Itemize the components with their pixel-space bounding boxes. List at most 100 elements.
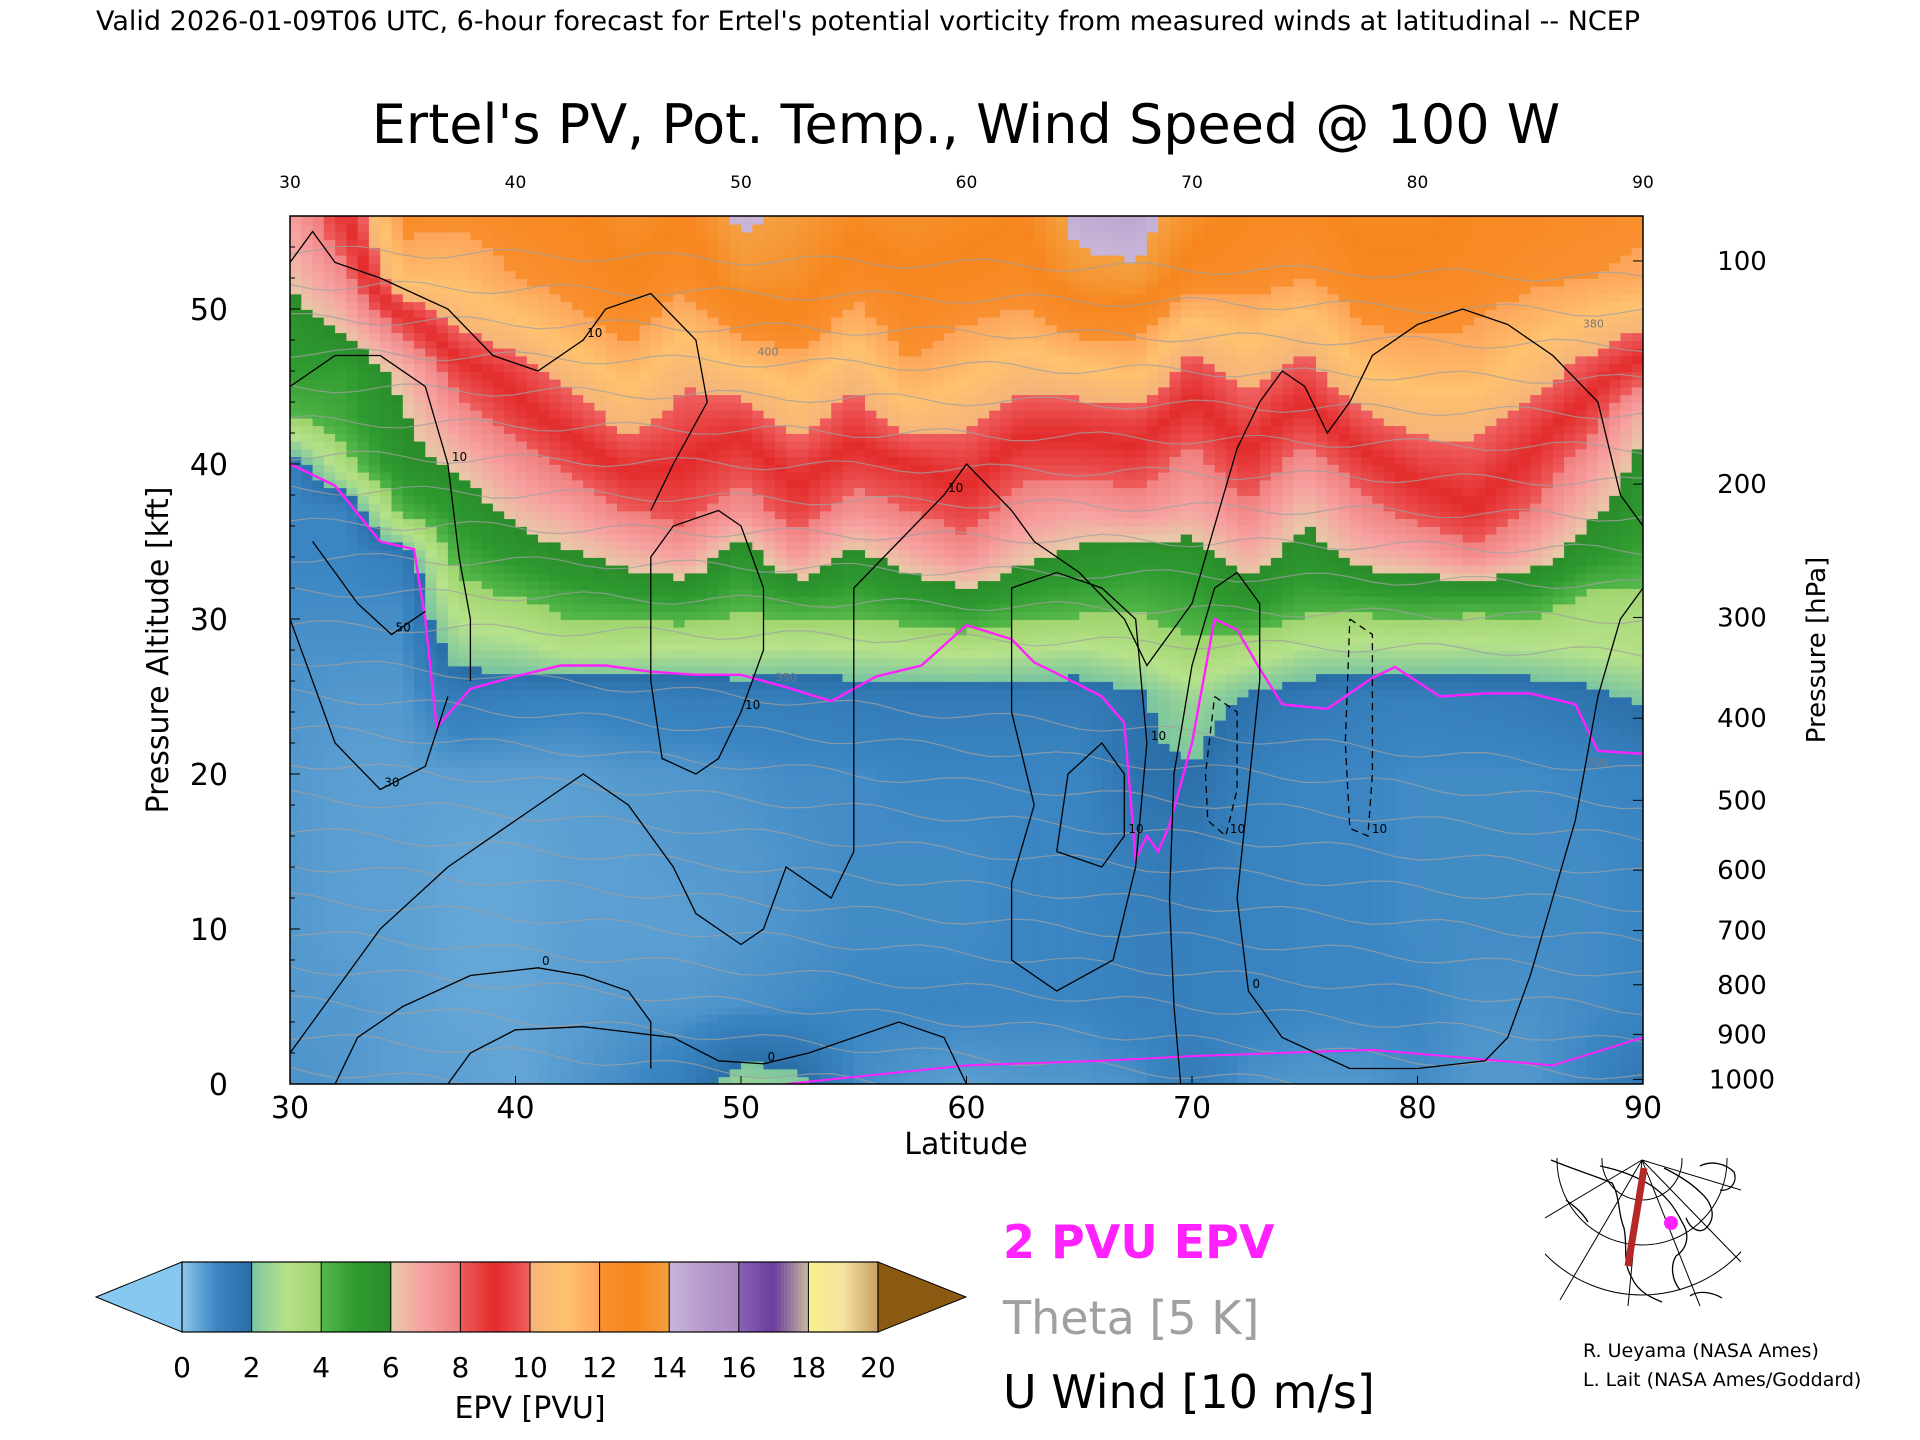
pv-cell bbox=[944, 1076, 957, 1084]
pv-cell bbox=[1597, 851, 1610, 861]
pv-cell bbox=[786, 975, 799, 985]
pv-cell bbox=[1304, 983, 1317, 992]
pv-cell bbox=[594, 975, 607, 985]
pv-cell bbox=[1507, 867, 1520, 876]
pv-cell bbox=[1530, 983, 1543, 992]
pv-cell bbox=[1124, 929, 1137, 938]
pv-cell bbox=[695, 774, 708, 783]
pv-cell bbox=[1135, 1045, 1148, 1054]
pv-cell bbox=[1068, 882, 1081, 892]
pv-cell bbox=[425, 758, 438, 768]
pv-cell bbox=[853, 874, 866, 884]
pv-cell bbox=[1530, 905, 1543, 915]
pv-cell bbox=[1034, 913, 1047, 923]
pv-cell bbox=[1552, 867, 1565, 876]
pv-cell bbox=[447, 913, 460, 923]
pv-cell bbox=[1406, 1029, 1419, 1039]
pv-cell bbox=[1631, 1060, 1643, 1070]
pv-cell bbox=[1090, 805, 1103, 814]
pv-cell bbox=[1451, 789, 1464, 799]
pv-cell bbox=[898, 867, 911, 876]
pv-cell bbox=[1000, 960, 1013, 969]
pv-cell bbox=[932, 1068, 945, 1078]
pv-cell bbox=[1259, 1060, 1272, 1070]
pv-cell bbox=[1000, 967, 1013, 977]
pv-cell bbox=[1564, 1037, 1577, 1047]
pv-cell bbox=[1530, 828, 1543, 837]
pv-cell bbox=[1383, 1076, 1396, 1084]
pv-cell bbox=[752, 1029, 765, 1039]
pv-cell bbox=[842, 1076, 855, 1084]
pv-cell bbox=[1034, 859, 1047, 868]
pv-cell bbox=[594, 936, 607, 946]
pv-cell bbox=[515, 1060, 528, 1070]
pv-cell bbox=[323, 983, 336, 992]
pv-cell bbox=[1428, 874, 1441, 884]
pv-cell bbox=[605, 867, 618, 876]
pv-cell bbox=[1304, 1029, 1317, 1039]
pv-cell bbox=[1485, 1045, 1498, 1054]
pv-cell bbox=[1575, 1037, 1588, 1047]
pv-cell bbox=[955, 789, 968, 799]
pv-cell bbox=[1496, 828, 1509, 837]
pv-cell bbox=[1552, 1022, 1565, 1031]
pv-cell bbox=[1440, 828, 1453, 837]
pv-cell bbox=[887, 967, 900, 977]
pv-cell bbox=[1519, 789, 1532, 799]
pv-cell bbox=[391, 805, 404, 814]
pv-cell bbox=[1620, 1022, 1633, 1031]
pv-cell bbox=[774, 859, 787, 868]
pv-cell bbox=[1440, 867, 1453, 876]
pv-cell bbox=[1304, 766, 1317, 775]
pv-cell bbox=[1564, 929, 1577, 938]
pv-cell bbox=[1237, 890, 1250, 899]
pv-cell bbox=[470, 898, 483, 907]
pv-cell bbox=[1068, 983, 1081, 992]
pv-cell bbox=[1327, 1029, 1340, 1039]
pv-cell bbox=[560, 774, 573, 783]
pv-cell bbox=[1519, 1037, 1532, 1047]
pv-cell bbox=[752, 1053, 765, 1062]
pv-cell bbox=[1417, 913, 1430, 923]
pv-cell bbox=[1158, 1060, 1171, 1070]
pv-cell bbox=[290, 797, 303, 806]
pv-cell bbox=[786, 1029, 799, 1039]
pv-cell bbox=[1101, 921, 1114, 930]
pv-cell bbox=[504, 913, 517, 923]
pv-cell bbox=[876, 898, 889, 907]
pv-cell bbox=[1270, 921, 1283, 930]
pv-cell bbox=[301, 1076, 314, 1084]
pv-cell bbox=[1327, 991, 1340, 1000]
pv-cell bbox=[1440, 766, 1453, 775]
pv-cell bbox=[1473, 820, 1486, 830]
pv-cell bbox=[729, 758, 742, 768]
pv-cell bbox=[989, 998, 1002, 1008]
pv-cell bbox=[695, 781, 708, 791]
pv-cell bbox=[695, 1076, 708, 1084]
pv-cell bbox=[290, 929, 303, 938]
pv-cell bbox=[515, 1076, 528, 1084]
pv-cell bbox=[447, 991, 460, 1000]
pv-cell bbox=[786, 781, 799, 791]
pv-cell bbox=[1564, 967, 1577, 977]
pv-cell bbox=[290, 1006, 303, 1016]
pv-cell bbox=[1158, 960, 1171, 969]
pv-cell bbox=[605, 859, 618, 868]
pv-cell bbox=[1575, 998, 1588, 1008]
pv-cell bbox=[729, 1022, 742, 1031]
pv-cell bbox=[1485, 1006, 1498, 1016]
pv-cell bbox=[887, 898, 900, 907]
pv-cell bbox=[1146, 921, 1159, 930]
pv-cell bbox=[571, 781, 584, 791]
pv-cell bbox=[989, 960, 1002, 969]
pv-cell bbox=[323, 766, 336, 775]
pv-cell bbox=[1214, 991, 1227, 1000]
pv-cell bbox=[718, 960, 731, 969]
pv-cell bbox=[1158, 898, 1171, 907]
pv-cell bbox=[312, 913, 325, 923]
pv-cell bbox=[707, 874, 720, 884]
pv-cell bbox=[989, 789, 1002, 799]
pv-cell bbox=[910, 1068, 923, 1078]
pv-cell bbox=[887, 859, 900, 868]
pv-cell bbox=[583, 929, 596, 938]
